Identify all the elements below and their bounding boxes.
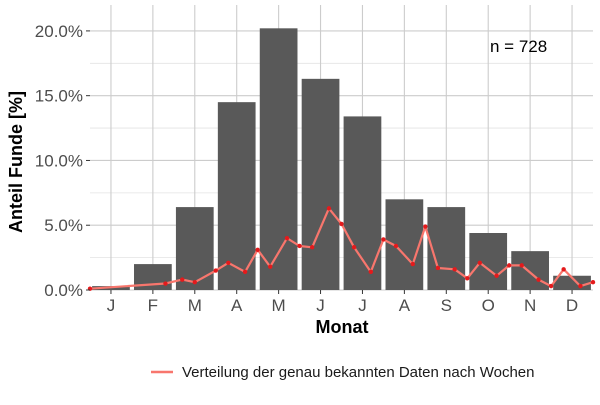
- series-point: [381, 237, 386, 242]
- y-tick-label: 15.0%: [35, 87, 83, 106]
- series-point: [465, 276, 470, 281]
- x-tick-label: O: [482, 296, 495, 315]
- y-axis: 0.0% 5.0% 10.0% 15.0% 20.0%: [35, 22, 90, 300]
- series-point: [326, 206, 332, 211]
- series-point: [297, 243, 302, 249]
- series-point: [435, 265, 441, 271]
- x-tick-label: D: [566, 296, 578, 315]
- series-point: [561, 267, 566, 272]
- series-point: [226, 260, 231, 265]
- series-point: [192, 280, 197, 285]
- series-point: [578, 283, 583, 289]
- x-tick-label: F: [148, 296, 158, 315]
- x-tick-label: J: [316, 296, 325, 315]
- x-tick-label: S: [441, 296, 452, 315]
- bar: [511, 251, 549, 290]
- series-point: [519, 263, 524, 268]
- series-point: [255, 247, 260, 253]
- weekly-line-series: [87, 206, 596, 291]
- series-point: [494, 273, 499, 278]
- legend: Verteilung der genau bekannten Daten nac…: [151, 364, 535, 381]
- series-point: [590, 280, 596, 285]
- x-tick-label: J: [358, 296, 367, 315]
- x-tick-label: A: [399, 296, 411, 315]
- legend-label: Verteilung der genau bekannten Daten nac…: [182, 364, 535, 381]
- series-point: [410, 261, 415, 267]
- series-point: [284, 235, 290, 241]
- series-point: [163, 281, 168, 286]
- series-point: [242, 269, 248, 275]
- series-point: [368, 269, 374, 275]
- series-point: [180, 277, 185, 282]
- series-point: [339, 221, 344, 227]
- y-axis-title: Anteil Funde [%]: [6, 91, 26, 233]
- x-tick-label: J: [107, 296, 116, 315]
- x-tick-label: M: [272, 296, 286, 315]
- series-point: [548, 283, 554, 289]
- series-point: [351, 245, 357, 250]
- series-point: [477, 260, 483, 265]
- bar: [301, 78, 340, 290]
- bar: [469, 233, 508, 290]
- x-tick-label: M: [188, 296, 202, 315]
- y-tick-label: 0.0%: [44, 281, 83, 300]
- series-point: [452, 267, 457, 272]
- panel-background: [90, 5, 593, 290]
- y-tick-label: 20.0%: [35, 22, 83, 41]
- bar: [217, 102, 256, 290]
- y-tick-label: 5.0%: [44, 216, 83, 235]
- plot-panel: [90, 5, 593, 290]
- bar: [427, 207, 466, 290]
- bar: [343, 116, 382, 290]
- bars: [92, 28, 591, 291]
- x-tick-label: N: [524, 296, 536, 315]
- x-tick-label: A: [231, 296, 243, 315]
- series-point: [309, 245, 315, 250]
- annotation-n: n = 728: [490, 37, 547, 56]
- y-tick-label: 10.0%: [35, 151, 83, 170]
- series-point: [423, 224, 428, 229]
- series-point: [536, 277, 541, 282]
- bar: [259, 28, 298, 291]
- series-point: [393, 243, 399, 249]
- series-point: [506, 263, 512, 268]
- series-point: [213, 268, 218, 273]
- x-axis-title: Monat: [316, 317, 369, 337]
- series-point: [268, 264, 273, 269]
